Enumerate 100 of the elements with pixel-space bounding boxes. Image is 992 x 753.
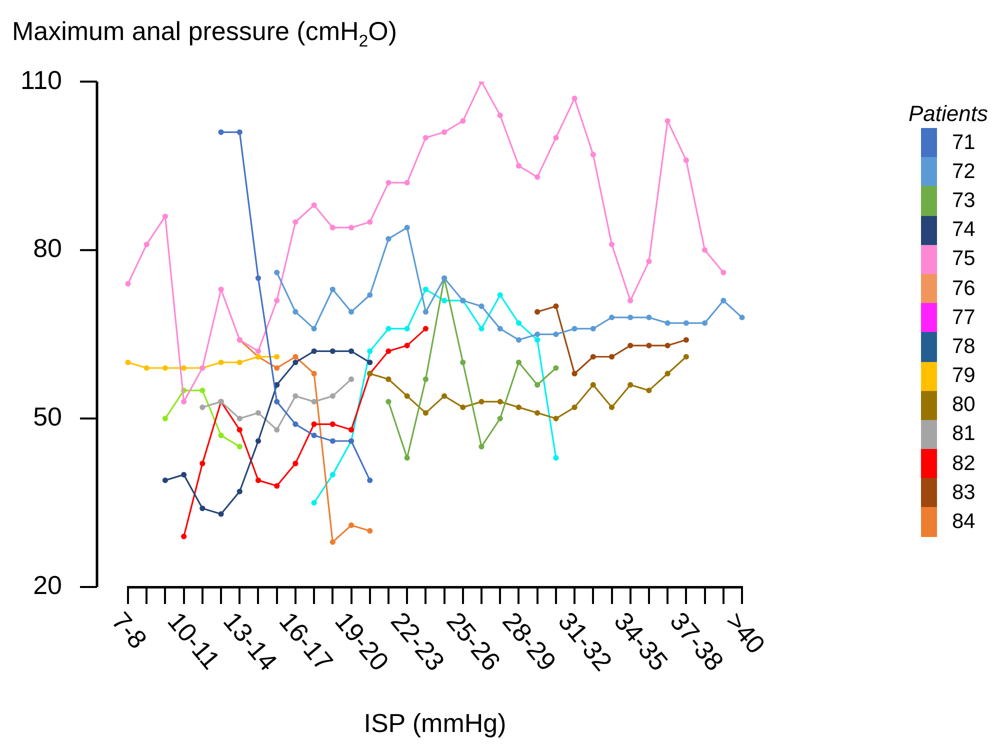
y-tick-label: 20 (33, 570, 62, 600)
point (144, 242, 150, 248)
legend-label: 80 (952, 393, 976, 418)
point (553, 416, 559, 422)
point (255, 478, 262, 484)
point (348, 522, 354, 528)
point (162, 214, 168, 220)
point (236, 444, 242, 450)
point (664, 320, 670, 326)
point (292, 360, 298, 366)
point (292, 219, 298, 225)
point (218, 432, 224, 438)
point (162, 478, 168, 484)
point (478, 326, 484, 332)
point (404, 393, 410, 399)
point (534, 332, 540, 338)
point (608, 404, 615, 410)
point (367, 528, 373, 534)
x-tick-label: 7-8 (106, 606, 154, 654)
legend-label: 79 (952, 364, 976, 388)
point (534, 309, 540, 315)
point (200, 506, 206, 512)
point (590, 382, 596, 388)
point (236, 488, 242, 494)
point (460, 404, 466, 410)
point (162, 416, 168, 422)
point (572, 96, 578, 102)
legend-label: 83 (952, 480, 976, 505)
legend-label: 73 (952, 188, 976, 213)
point (683, 320, 689, 326)
point (274, 354, 280, 360)
point (608, 242, 615, 248)
legend-label: 84 (952, 510, 976, 534)
point (534, 174, 540, 180)
point (683, 157, 689, 164)
point (330, 286, 336, 292)
point (236, 360, 242, 366)
point (497, 112, 503, 118)
point (311, 370, 317, 376)
point (367, 348, 373, 354)
point (292, 460, 298, 466)
point (218, 129, 224, 135)
point (497, 398, 503, 404)
point (590, 326, 596, 332)
point (516, 163, 522, 169)
point (218, 286, 224, 292)
point (646, 388, 652, 394)
point (367, 292, 373, 298)
point (311, 398, 317, 404)
point (200, 460, 206, 466)
point (442, 393, 448, 399)
point (422, 309, 428, 315)
point (311, 348, 317, 354)
y-tick-label: 50 (33, 402, 62, 432)
point (255, 348, 262, 354)
point (422, 410, 428, 416)
point (628, 298, 634, 304)
point (572, 404, 578, 410)
point (125, 280, 131, 287)
point (330, 539, 336, 545)
point (516, 337, 522, 343)
legend-label: 75 (952, 247, 976, 272)
point (442, 298, 448, 304)
point (348, 224, 354, 230)
legend-title: Patients (908, 100, 989, 128)
point (348, 426, 354, 433)
point (181, 398, 187, 404)
point (274, 426, 280, 433)
point (330, 472, 336, 478)
point (311, 500, 317, 506)
point (590, 354, 596, 360)
point (497, 416, 503, 422)
point (367, 478, 373, 484)
point (386, 398, 392, 404)
point (590, 152, 596, 158)
point (404, 224, 410, 230)
point (422, 286, 428, 292)
point (348, 376, 354, 382)
point (404, 326, 410, 332)
point (516, 360, 522, 366)
point (534, 410, 540, 416)
point (534, 382, 540, 388)
point (646, 258, 652, 264)
point (442, 129, 448, 135)
point (683, 354, 689, 360)
point (664, 342, 670, 348)
legend-label: 82 (952, 452, 976, 476)
point (274, 398, 280, 404)
point (553, 134, 559, 141)
point (144, 365, 150, 371)
legend-label: 76 (952, 276, 976, 301)
point (422, 134, 428, 141)
point (516, 320, 522, 326)
point (255, 410, 262, 416)
point (292, 393, 298, 399)
point (608, 314, 615, 320)
point (608, 354, 615, 360)
point (702, 247, 708, 253)
point (664, 118, 670, 124)
point (330, 348, 336, 354)
